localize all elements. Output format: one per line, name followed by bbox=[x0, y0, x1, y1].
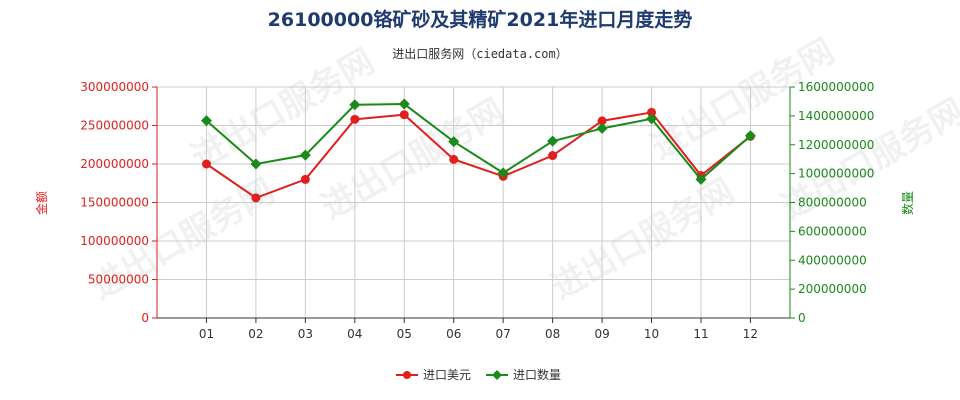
right-axis-ticks: 0 200000000 400000000 600000000 800000000 100… bbox=[790, 80, 874, 325]
series-line-2 bbox=[205, 103, 752, 181]
data-point-usd bbox=[597, 116, 607, 126]
data-point-usd bbox=[201, 159, 211, 169]
data-point-usd bbox=[300, 174, 310, 184]
left-tick-label: 150000000 bbox=[80, 196, 149, 210]
data-point-usd bbox=[548, 151, 558, 161]
x-tick-label: 12 bbox=[743, 327, 758, 341]
series-layer bbox=[200, 98, 756, 203]
x-axis-ticks: 01 02 03 04 05 06 07 08 09 10 11 12 bbox=[199, 318, 758, 341]
right-axis-label: 数量 bbox=[900, 191, 915, 215]
chart-subtitle: 进出口服务网（ciedata.com） bbox=[392, 46, 567, 61]
data-point-usd bbox=[399, 110, 409, 120]
right-tick-label: 200000000 bbox=[798, 282, 867, 296]
legend-marker-2 bbox=[492, 370, 502, 380]
left-tick-label: 300000000 bbox=[80, 80, 149, 94]
data-point-qty bbox=[448, 136, 460, 148]
data-point-qty bbox=[596, 122, 608, 134]
data-point-qty bbox=[695, 173, 707, 185]
right-tick-label: 1000000000 bbox=[798, 167, 874, 181]
right-tick-label: 0 bbox=[798, 311, 806, 325]
right-tick-label: 1200000000 bbox=[798, 138, 874, 152]
left-tick-label: 0 bbox=[141, 311, 149, 325]
x-tick-label: 03 bbox=[298, 327, 313, 341]
legend-label-1: 进口美元 bbox=[423, 368, 471, 382]
legend-marker-1 bbox=[403, 371, 411, 379]
right-tick-label: 800000000 bbox=[798, 196, 867, 210]
x-tick-label: 04 bbox=[347, 327, 362, 341]
x-tick-label: 02 bbox=[248, 327, 263, 341]
right-tick-label: 1600000000 bbox=[798, 80, 874, 94]
legend-label-2: 进口数量 bbox=[513, 367, 561, 382]
data-point-qty bbox=[497, 167, 509, 179]
x-tick-label: 09 bbox=[594, 327, 609, 341]
left-tick-label: 50000000 bbox=[88, 273, 149, 287]
x-tick-label: 08 bbox=[545, 327, 560, 341]
data-point-qty bbox=[398, 98, 410, 110]
data-point-qty bbox=[349, 99, 361, 111]
right-tick-label: 400000000 bbox=[798, 253, 867, 267]
watermark-text: 进出口服务网 bbox=[185, 41, 382, 178]
data-point-qty bbox=[200, 115, 212, 127]
left-tick-label: 250000000 bbox=[80, 119, 149, 133]
x-tick-label: 05 bbox=[397, 327, 412, 341]
data-point-qty bbox=[299, 149, 311, 161]
watermark-text: 进出口服务网 bbox=[545, 171, 742, 308]
data-point-usd bbox=[449, 154, 459, 164]
series-line-1 bbox=[205, 111, 752, 199]
right-tick-label: 1400000000 bbox=[798, 109, 874, 123]
x-tick-label: 11 bbox=[693, 327, 708, 341]
x-tick-label: 10 bbox=[644, 327, 659, 341]
x-tick-label: 01 bbox=[199, 327, 214, 341]
left-tick-label: 100000000 bbox=[80, 234, 149, 248]
data-point-usd bbox=[647, 107, 657, 117]
right-tick-label: 600000000 bbox=[798, 224, 867, 238]
chart-title: 26100000铬矿砂及其精矿2021年进口月度走势 bbox=[268, 8, 693, 31]
legend: 进口美元 进口数量 bbox=[396, 367, 561, 382]
data-point-qty bbox=[646, 113, 658, 125]
data-point-qty bbox=[547, 135, 559, 147]
x-tick-label: 06 bbox=[446, 327, 461, 341]
data-point-qty bbox=[744, 130, 756, 142]
left-axis-label: 金额 bbox=[34, 191, 49, 215]
data-point-usd bbox=[350, 114, 360, 124]
x-tick-label: 07 bbox=[496, 327, 511, 341]
data-point-usd bbox=[251, 193, 261, 203]
data-point-qty bbox=[250, 158, 262, 170]
left-tick-label: 200000000 bbox=[80, 157, 149, 171]
left-axis-ticks: 0 50000000 100000000 150000000 200000000 2500… bbox=[80, 80, 157, 325]
